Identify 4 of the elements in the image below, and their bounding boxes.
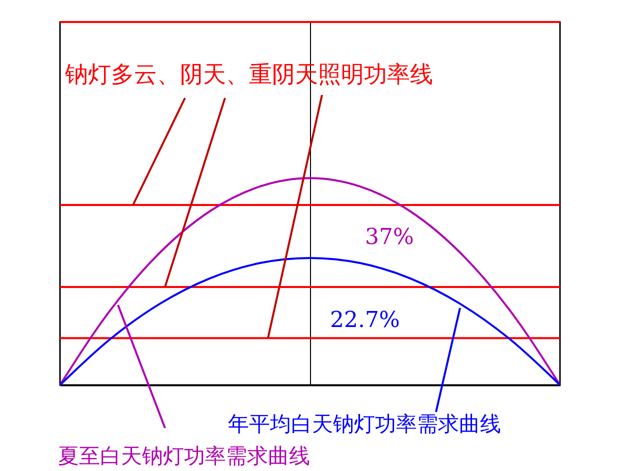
text: 夏至白天钠灯功率需求曲线: [58, 444, 310, 468]
annotation: 22.7%: [330, 308, 400, 333]
text: 年平均白天钠灯功率需求曲线: [228, 412, 501, 436]
annotation: 37%: [365, 225, 414, 250]
